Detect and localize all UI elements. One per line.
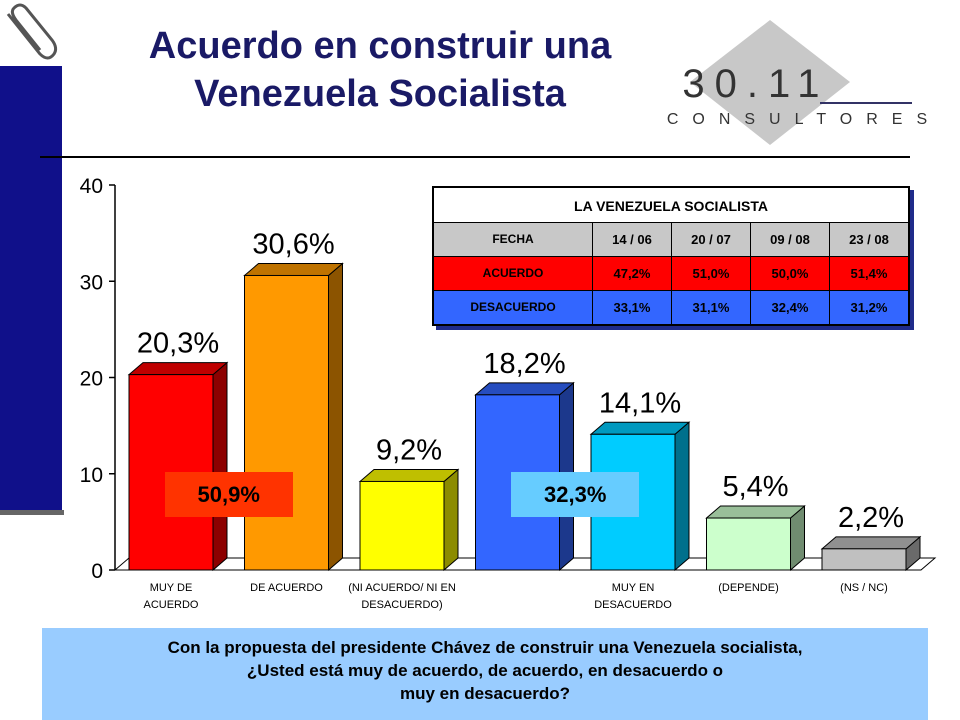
annotation: 50,9%	[164, 472, 293, 517]
header-cell: 09 / 08	[749, 223, 829, 256]
y-tick-label: 40	[80, 175, 103, 198]
table: LA VENEZUELA SOCIALISTA FECHA 14 / 06 20 / …	[432, 186, 910, 326]
table-header: FECHA 14 / 06 20 / 07 09 / 08 23 / 08	[434, 223, 908, 257]
title-line: Acuerdo en construir una	[148, 25, 612, 67]
value-label: 2,2%	[838, 502, 904, 534]
table-row: DESACUERDO 33,1% 31,1% 32,4% 31,2%	[434, 291, 908, 324]
header-cell: 14 / 06	[591, 223, 671, 256]
bar	[706, 517, 791, 571]
title: Acuerdo en construir una Venezuela Social…	[80, 22, 680, 118]
question: Con la propuesta del presidente Chávez d…	[42, 628, 928, 720]
cell: 33,1%	[591, 291, 671, 324]
annotation: 32,3%	[511, 472, 640, 517]
logo-number: 30.11	[682, 62, 829, 106]
bar-side	[674, 421, 690, 572]
bar	[244, 274, 329, 571]
table-title: LA VENEZUELA SOCIALISTA	[434, 188, 908, 223]
header-cell: 23 / 08	[828, 223, 908, 256]
cell: 50,0%	[749, 257, 829, 290]
title-line: Venezuela Socialista	[194, 73, 566, 115]
bar-side	[443, 468, 459, 572]
bar-top	[589, 421, 691, 435]
cell: 51,0%	[670, 257, 750, 290]
x-tick-label: MUY EN DESACUERDO	[594, 582, 672, 611]
y-tick-label: 30	[80, 271, 103, 294]
value-label: 30,6%	[252, 228, 334, 260]
side-band	[0, 66, 62, 512]
bar-top	[474, 382, 575, 396]
cell: 31,1%	[670, 291, 750, 324]
bar	[821, 548, 907, 571]
header-cell: 20 / 07	[670, 223, 750, 256]
bar-top	[820, 536, 922, 550]
cell: 47,2%	[591, 257, 671, 290]
cell: 51,4%	[828, 257, 908, 290]
bar	[359, 480, 445, 571]
x-tick-label: (NI ACUERDO/ NI EN DESACUERDO)	[348, 582, 456, 611]
value-label: 18,2%	[483, 348, 565, 380]
cell: 31,2%	[828, 291, 908, 324]
x-tick-label: DE ACUERDO	[250, 582, 323, 594]
value-label: 20,3%	[137, 328, 219, 360]
value-label: 14,1%	[599, 387, 681, 419]
question-line: muy en desacuerdo?	[399, 684, 571, 703]
bar-side	[212, 361, 228, 572]
y-tick-label: 20	[80, 368, 103, 391]
question-line: Con la propuesta del presidente Chávez d…	[167, 638, 803, 657]
header-cell: FECHA	[492, 232, 534, 246]
bar-top	[358, 468, 460, 482]
paperclip	[6, 3, 58, 60]
y-tick-label: 0	[91, 560, 103, 583]
cell: ACUERDO	[482, 266, 544, 280]
y-tick-label: 10	[80, 464, 103, 487]
value-label: 5,4%	[722, 471, 788, 503]
bar-top	[127, 362, 229, 376]
bar-top	[243, 262, 344, 276]
cell: 32,4%	[749, 291, 829, 324]
cell: DESACUERDO	[470, 300, 556, 314]
bar-top	[705, 505, 806, 519]
logo-diamond	[690, 20, 850, 145]
bar-side	[328, 262, 343, 572]
x-tick-label: MUY DE ACUERDO	[143, 582, 199, 611]
question-line: ¿Usted está muy de acuerdo, de acuerdo, …	[246, 661, 724, 680]
x-tick-label: (DEPENDE)	[718, 582, 779, 594]
table-row: ACUERDO 47,2% 51,0% 50,0% 51,4%	[434, 257, 908, 291]
side-band-shadow	[0, 510, 64, 515]
value-label: 9,2%	[376, 434, 442, 466]
logo-text: CONSULTORES	[667, 111, 941, 128]
x-tick-label: (NS / NC)	[840, 582, 888, 594]
